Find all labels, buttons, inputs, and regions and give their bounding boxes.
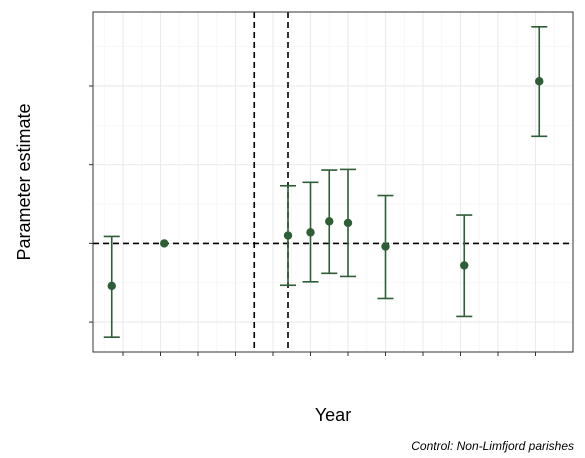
error-bars	[103, 25, 548, 339]
y-axis-ticks	[89, 85, 93, 323]
data-point	[460, 261, 469, 270]
data-point	[535, 77, 544, 86]
data-point	[107, 281, 116, 291]
data-point	[283, 231, 293, 240]
chart-caption: Control: Non-Limfjord parishes	[411, 439, 574, 453]
panel-border	[92, 11, 574, 353]
y-axis-title: Parameter estimate	[14, 103, 34, 260]
grid-major	[93, 12, 573, 352]
x-axis-ticks	[122, 352, 536, 356]
grid-minor	[93, 12, 573, 352]
data-points	[107, 77, 544, 291]
reference-lines	[93, 12, 573, 352]
data-point	[325, 217, 334, 226]
data-point	[306, 228, 315, 237]
data-point	[381, 242, 390, 251]
x-axis-title: Year	[315, 405, 351, 425]
data-point	[343, 218, 353, 228]
data-point	[160, 239, 169, 248]
